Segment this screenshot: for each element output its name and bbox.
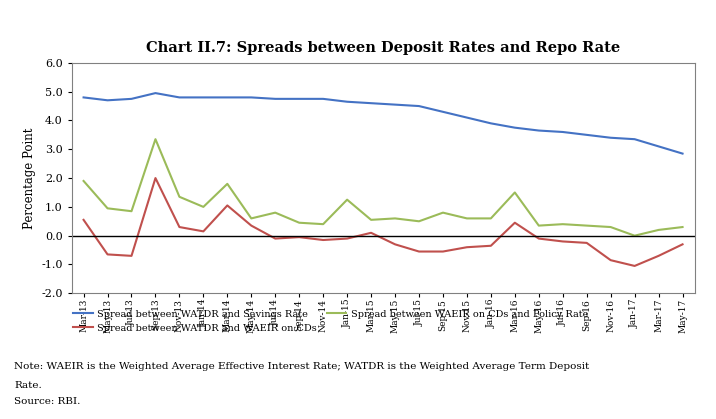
Spread between WATDR and WAEIR on CDs (127, 253, 136, 259)
Spread between WAEIR on CDs and Policy Rate (151, 137, 160, 142)
Spread between WATDR and Savings Rate (415, 103, 423, 109)
Spread between WATDR and WAEIR on CDs (367, 230, 375, 235)
Spread between WATDR and WAEIR on CDs (534, 236, 543, 241)
Spread between WATDR and Savings Rate (391, 102, 400, 107)
Title: Chart II.7: Spreads between Deposit Rates and Repo Rate: Chart II.7: Spreads between Deposit Rate… (146, 41, 620, 55)
Spread between WAEIR on CDs and Policy Rate (79, 178, 88, 184)
Spread between WATDR and Savings Rate (463, 115, 471, 120)
Spread between WATDR and WAEIR on CDs (511, 220, 519, 225)
Spread between WAEIR on CDs and Policy Rate (295, 220, 304, 225)
Spread between WATDR and WAEIR on CDs (678, 242, 687, 247)
Legend: Spread between WATDR and Savings Rate, Spread between WATDR and WAEIR on CDs, Sp: Spread between WATDR and Savings Rate, S… (69, 306, 593, 336)
Spread between WATDR and WAEIR on CDs (79, 217, 88, 222)
Line: Spread between WAEIR on CDs and Policy Rate: Spread between WAEIR on CDs and Policy R… (84, 139, 682, 235)
Spread between WATDR and WAEIR on CDs (391, 242, 400, 247)
Spread between WAEIR on CDs and Policy Rate (343, 197, 352, 202)
Spread between WATDR and Savings Rate (79, 95, 88, 100)
Spread between WATDR and WAEIR on CDs (582, 241, 591, 246)
Spread between WAEIR on CDs and Policy Rate (199, 204, 208, 210)
Spread between WAEIR on CDs and Policy Rate (630, 233, 639, 238)
Spread between WAEIR on CDs and Policy Rate (247, 216, 256, 221)
Spread between WATDR and WAEIR on CDs (151, 176, 160, 181)
Spread between WATDR and Savings Rate (103, 98, 112, 103)
Spread between WATDR and Savings Rate (558, 129, 567, 134)
Spread between WATDR and WAEIR on CDs (439, 249, 448, 254)
Spread between WATDR and Savings Rate (247, 95, 256, 100)
Text: Note: WAEIR is the Weighted Average Effective Interest Rate; WATDR is the Weight: Note: WAEIR is the Weighted Average Effe… (14, 362, 589, 371)
Spread between WAEIR on CDs and Policy Rate (487, 216, 495, 221)
Spread between WATDR and WAEIR on CDs (247, 223, 256, 228)
Spread between WAEIR on CDs and Policy Rate (678, 225, 687, 230)
Spread between WAEIR on CDs and Policy Rate (439, 210, 448, 215)
Spread between WAEIR on CDs and Policy Rate (415, 219, 423, 224)
Spread between WAEIR on CDs and Policy Rate (103, 206, 112, 211)
Spread between WAEIR on CDs and Policy Rate (319, 222, 327, 227)
Spread between WAEIR on CDs and Policy Rate (654, 228, 663, 233)
Spread between WATDR and Savings Rate (223, 95, 232, 100)
Spread between WATDR and WAEIR on CDs (199, 229, 208, 234)
Spread between WATDR and Savings Rate (487, 121, 495, 126)
Spread between WATDR and Savings Rate (606, 135, 615, 140)
Spread between WATDR and WAEIR on CDs (606, 258, 615, 263)
Spread between WATDR and Savings Rate (295, 96, 304, 101)
Spread between WATDR and Savings Rate (151, 91, 160, 96)
Spread between WAEIR on CDs and Policy Rate (127, 209, 136, 214)
Spread between WAEIR on CDs and Policy Rate (463, 216, 471, 221)
Text: Source: RBI.: Source: RBI. (14, 398, 81, 406)
Spread between WAEIR on CDs and Policy Rate (391, 216, 400, 221)
Spread between WAEIR on CDs and Policy Rate (511, 190, 519, 195)
Spread between WATDR and WAEIR on CDs (223, 203, 232, 208)
Spread between WAEIR on CDs and Policy Rate (582, 223, 591, 228)
Spread between WATDR and WAEIR on CDs (319, 238, 327, 243)
Spread between WATDR and WAEIR on CDs (175, 225, 184, 230)
Spread between WAEIR on CDs and Policy Rate (223, 181, 232, 186)
Spread between WATDR and Savings Rate (654, 144, 663, 149)
Spread between WATDR and Savings Rate (582, 132, 591, 137)
Spread between WAEIR on CDs and Policy Rate (558, 222, 567, 227)
Spread between WATDR and Savings Rate (439, 109, 448, 114)
Spread between WATDR and WAEIR on CDs (103, 252, 112, 257)
Spread between WATDR and Savings Rate (319, 96, 327, 101)
Spread between WAEIR on CDs and Policy Rate (271, 210, 279, 215)
Spread between WATDR and Savings Rate (367, 101, 375, 106)
Spread between WATDR and WAEIR on CDs (487, 243, 495, 248)
Spread between WATDR and Savings Rate (175, 95, 184, 100)
Spread between WATDR and Savings Rate (534, 128, 543, 133)
Spread between WATDR and WAEIR on CDs (558, 239, 567, 244)
Spread between WATDR and Savings Rate (271, 96, 279, 101)
Spread between WAEIR on CDs and Policy Rate (606, 225, 615, 230)
Spread between WAEIR on CDs and Policy Rate (367, 217, 375, 222)
Line: Spread between WATDR and Savings Rate: Spread between WATDR and Savings Rate (84, 93, 682, 154)
Y-axis label: Percentage Point: Percentage Point (22, 127, 36, 229)
Spread between WATDR and Savings Rate (199, 95, 208, 100)
Spread between WATDR and WAEIR on CDs (271, 236, 279, 241)
Spread between WATDR and WAEIR on CDs (343, 236, 352, 241)
Spread between WATDR and Savings Rate (343, 99, 352, 104)
Spread between WATDR and WAEIR on CDs (654, 253, 663, 259)
Text: Rate.: Rate. (14, 381, 42, 390)
Spread between WAEIR on CDs and Policy Rate (534, 223, 543, 228)
Spread between WATDR and WAEIR on CDs (630, 264, 639, 269)
Spread between WATDR and Savings Rate (511, 125, 519, 130)
Spread between WATDR and WAEIR on CDs (415, 249, 423, 254)
Spread between WAEIR on CDs and Policy Rate (175, 194, 184, 199)
Spread between WATDR and Savings Rate (678, 151, 687, 156)
Spread between WATDR and Savings Rate (127, 96, 136, 101)
Spread between WATDR and Savings Rate (630, 137, 639, 142)
Line: Spread between WATDR and WAEIR on CDs: Spread between WATDR and WAEIR on CDs (84, 178, 682, 266)
Spread between WATDR and WAEIR on CDs (295, 235, 304, 240)
Spread between WATDR and WAEIR on CDs (463, 245, 471, 250)
